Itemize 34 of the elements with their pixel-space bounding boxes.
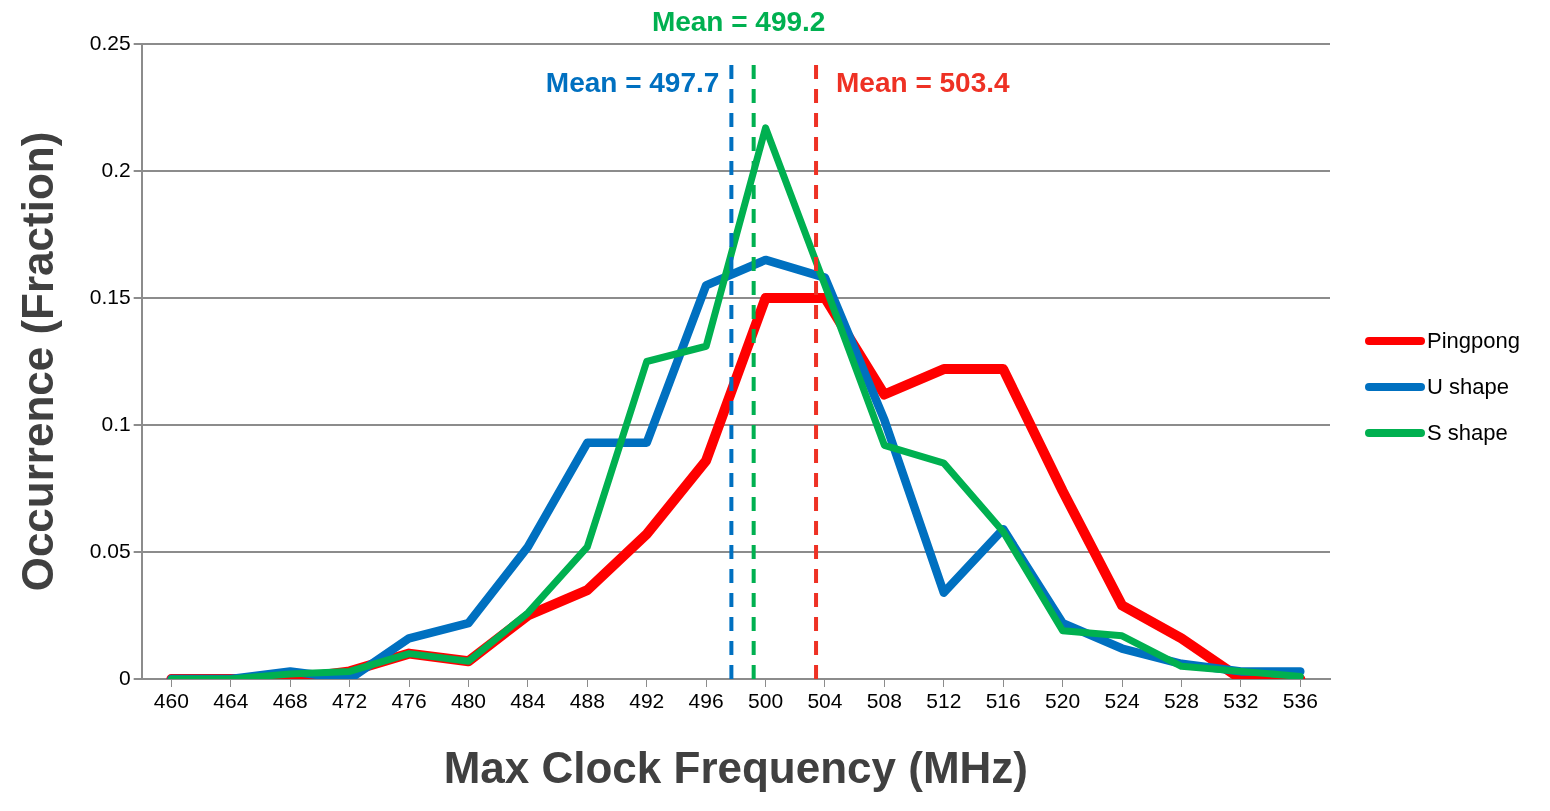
- x-tick-label: 508: [866, 689, 902, 713]
- x-tick-label: 496: [688, 689, 724, 713]
- x-tick-label: 488: [569, 689, 605, 713]
- x-tick-label: 516: [985, 689, 1021, 713]
- y-tick-label: 0.25: [89, 30, 131, 54]
- x-tick-label: 512: [926, 689, 962, 713]
- x-tick-label: 524: [1104, 689, 1140, 713]
- x-tick-label: 536: [1282, 689, 1318, 713]
- x-tick-label: 500: [748, 689, 784, 713]
- x-tick-label: 472: [332, 689, 368, 713]
- y-tick-label: 0.05: [89, 538, 131, 562]
- y-tick-label: 0.15: [89, 284, 131, 308]
- x-tick-label: 460: [153, 689, 189, 713]
- ref-line-label: Mean = 503.4: [836, 66, 1011, 98]
- y-tick-label: 0.1: [101, 411, 131, 435]
- x-tick-label: 484: [510, 689, 546, 713]
- y-tick-label: 0.2: [101, 157, 131, 181]
- ref-line-label: Mean = 499.2: [651, 5, 826, 37]
- x-axis-title: Max Clock Frequency (MHz): [443, 742, 1029, 792]
- x-tick-label: 520: [1045, 689, 1081, 713]
- legend-label: Pingpong: [1427, 328, 1520, 354]
- x-tick-label: 492: [629, 689, 665, 713]
- x-tick-label: 532: [1223, 689, 1259, 713]
- ref-line-label: Mean = 497.7: [545, 66, 720, 98]
- x-tick-label: 528: [1163, 689, 1199, 713]
- x-tick-label: 480: [450, 689, 486, 713]
- y-tick-label: 0: [118, 665, 131, 689]
- legend-label: U shape: [1427, 374, 1509, 400]
- legend-label: S shape: [1427, 420, 1508, 446]
- x-tick-label: 468: [272, 689, 308, 713]
- x-tick-label: 476: [391, 689, 427, 713]
- y-axis-title: Occurrence (Fraction): [12, 131, 62, 592]
- x-tick-label: 504: [807, 689, 843, 713]
- x-tick-label: 464: [213, 689, 249, 713]
